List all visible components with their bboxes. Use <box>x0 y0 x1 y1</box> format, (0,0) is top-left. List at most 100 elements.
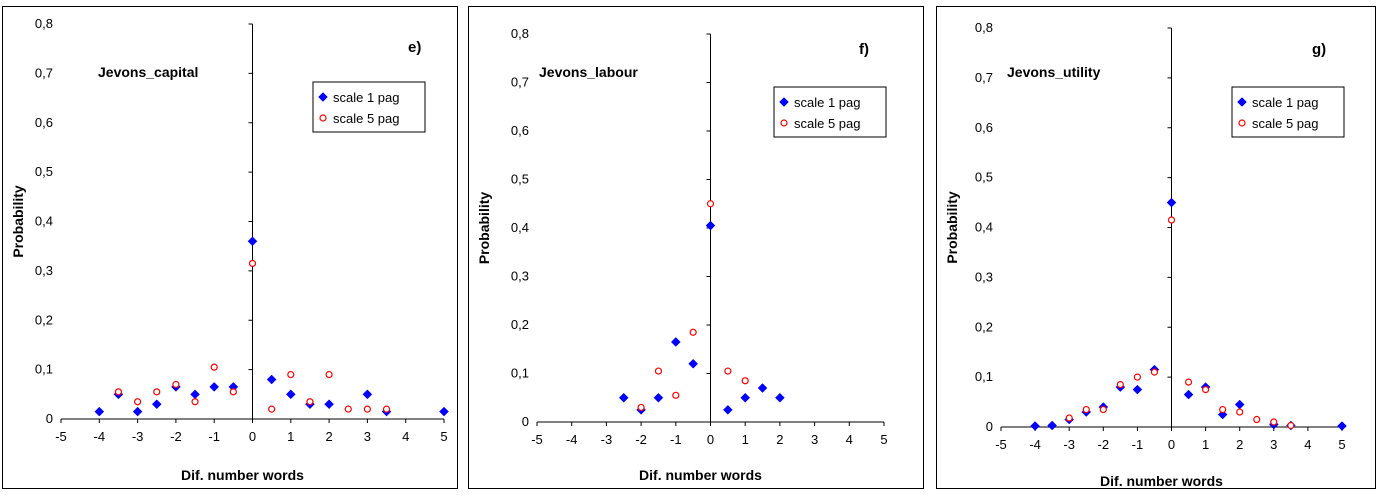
data-point-circle <box>1184 378 1193 386</box>
data-point-circle <box>654 367 663 375</box>
y-tick-label: 0,2 <box>975 319 993 334</box>
data-point-circle <box>1082 405 1090 414</box>
data-point-circle <box>1099 405 1107 414</box>
y-tick-label: 0,6 <box>975 120 993 135</box>
chart-panel-g: -5 -4 -3 -2 -1 0 1 2 3 4 5 0 0,1 0,2 0,3 0,4 0,5 0,6 0,7 0,… <box>936 6 1376 489</box>
data-point-circle <box>287 370 295 379</box>
data-point-circle <box>344 405 352 413</box>
data-point-diamond <box>1234 399 1245 410</box>
y-tick-label: 0,7 <box>511 75 529 90</box>
data-point-diamond <box>132 406 143 417</box>
legend: scale 1 pag scale 5 pag <box>773 86 887 138</box>
x-tick-label: 0 <box>707 432 714 447</box>
data-point-diamond <box>209 382 220 392</box>
x-tick-label: 4 <box>1304 437 1311 452</box>
x-tick-label: 3 <box>1270 437 1277 452</box>
x-tick-label: -5 <box>531 432 543 447</box>
y-tick-label: 0,5 <box>35 164 53 179</box>
data-point-diamond <box>1030 421 1040 431</box>
x-tick-label: -3 <box>132 429 144 444</box>
x-tick-label: -4 <box>94 429 106 444</box>
data-point-circle <box>325 370 333 379</box>
scatter-plot-svg: -5 -4 -3 -2 -1 0 1 2 3 4 5 0 0,1 0,2 0,3 0,4 0,5 0,6 0,7 0,… <box>10 16 449 483</box>
data-point-diamond <box>757 383 768 393</box>
y-tick-label: 0,8 <box>511 26 529 41</box>
data-point-circle <box>689 328 697 336</box>
data-point-circle <box>268 405 276 413</box>
legend-entry-label: scale 1 pag <box>794 95 861 110</box>
chart-annotation: Jevons_labour <box>539 64 638 80</box>
y-tick-label: 0,4 <box>35 214 53 229</box>
y-tick-label: 0,3 <box>511 269 529 284</box>
x-tick-label: 3 <box>811 432 818 447</box>
legend-box <box>1231 86 1345 138</box>
data-point-circle <box>191 398 199 406</box>
y-tick-label: 0,4 <box>975 220 993 235</box>
scatter-plot-svg: -5 -4 -3 -2 -1 0 1 2 3 4 5 0 0,1 0,2 0,3 0,4 0,5 0,6 0,7 0,… <box>476 26 888 483</box>
x-tick-label: -4 <box>1029 437 1041 452</box>
x-tick-label: -4 <box>566 432 578 447</box>
x-tick-label: 0 <box>1168 437 1175 452</box>
data-point-diamond <box>439 406 449 417</box>
data-point-circle <box>248 259 257 268</box>
data-point-circle <box>306 398 314 406</box>
x-tick-label: 1 <box>742 432 749 447</box>
data-point-circle <box>172 380 180 389</box>
x-tick-label: 2 <box>325 429 332 444</box>
series-scale-1-pag <box>94 236 449 417</box>
legend-box <box>312 81 426 133</box>
y-tick-label: 0,2 <box>511 317 529 332</box>
data-point-diamond <box>1183 389 1194 400</box>
panel-label: g) <box>1312 41 1326 58</box>
chart-annotation: Jevons_utility <box>1007 64 1101 80</box>
x-tick-label: 5 <box>880 432 887 447</box>
data-point-diamond <box>775 392 785 403</box>
x-tick-label: 5 <box>440 429 447 444</box>
y-tick-label: 0,7 <box>975 70 993 85</box>
chart-panel-f: -5 -4 -3 -2 -1 0 1 2 3 4 5 0 0,1 0,2 0,3 0,4 0,5 0,6 0,7 0,… <box>468 6 924 489</box>
data-point-diamond <box>1337 421 1347 431</box>
data-point-circle <box>1219 405 1227 414</box>
y-tick-label: 0 <box>46 411 53 426</box>
x-tick-label: 1 <box>287 429 294 444</box>
data-point-circle <box>363 405 371 413</box>
data-point-circle <box>1270 418 1278 426</box>
data-point-circle <box>1065 414 1073 422</box>
x-axis-label: Dif. number words <box>1100 473 1223 488</box>
y-tick-label: 0,4 <box>511 220 529 235</box>
x-tick-label: 0 <box>249 429 256 444</box>
data-point-circle <box>1133 373 1141 381</box>
x-tick-label: 2 <box>776 432 783 447</box>
data-point-diamond <box>190 389 200 400</box>
y-tick-label: 0,6 <box>35 115 53 130</box>
data-point-diamond <box>324 399 334 410</box>
series-scale-5-pag <box>637 200 749 412</box>
data-point-diamond <box>688 358 699 369</box>
data-point-circle <box>1116 381 1124 389</box>
data-point-circle <box>229 388 237 396</box>
data-point-circle <box>724 367 732 375</box>
x-tick-label: -1 <box>208 429 220 444</box>
data-point-circle <box>741 377 749 385</box>
legend-entry-label: scale 1 pag <box>333 90 400 105</box>
y-axis-label: Probability <box>476 192 492 265</box>
y-axis-label: Probability <box>10 185 26 258</box>
y-tick-label: 0,2 <box>35 312 53 327</box>
data-point-circle <box>1287 421 1295 430</box>
data-point-diamond <box>722 405 733 415</box>
y-tick-label: 0,5 <box>511 172 529 187</box>
x-tick-label: -1 <box>1132 437 1144 452</box>
data-point-diamond <box>151 399 162 410</box>
data-point-circle <box>780 119 788 127</box>
data-point-circle <box>134 398 142 406</box>
data-point-diamond <box>1132 384 1143 395</box>
data-point-diamond <box>94 406 105 417</box>
y-tick-label: 0,7 <box>35 65 53 80</box>
series-scale-1-pag <box>618 220 785 415</box>
legend-entry-label: scale 5 pag <box>1252 116 1319 131</box>
data-point-circle <box>1167 216 1176 224</box>
panel-label: f) <box>859 41 869 58</box>
y-tick-label: 0,6 <box>511 123 529 138</box>
data-point-diamond <box>1237 97 1247 107</box>
y-tick-label: 0,3 <box>35 263 53 278</box>
